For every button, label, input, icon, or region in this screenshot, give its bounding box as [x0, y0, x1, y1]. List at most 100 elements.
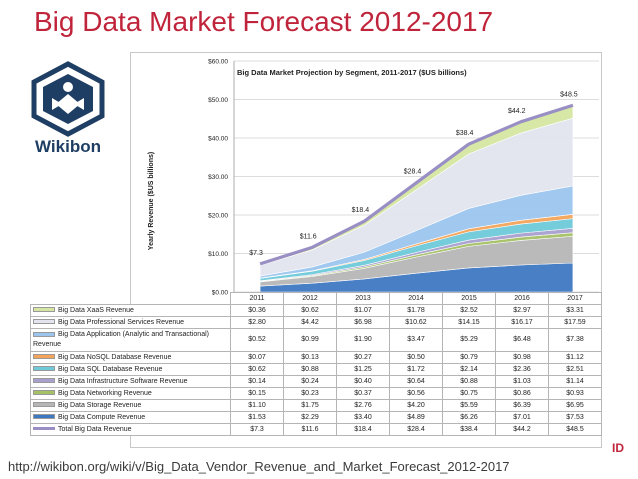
y-tick-label: $10.00	[208, 251, 228, 258]
table-cell: $16.17	[495, 316, 549, 329]
series-label: Big Data Networking Revenue	[30, 387, 231, 400]
table-row: Big Data Application (Analytic and Trans…	[30, 328, 602, 352]
series-label: Big Data Infrastructure Software Revenue	[30, 375, 231, 388]
brand-fragment: ID	[612, 441, 624, 455]
total-data-label: $38.4	[456, 130, 474, 137]
series-name: Big Data Storage Revenue	[58, 401, 142, 409]
logo-hexagon-mark	[31, 61, 105, 137]
series-name: Big Data Compute Revenue	[58, 413, 146, 421]
table-cell: $0.37	[336, 387, 390, 400]
chart-data-table: 2011 2012 2013 2014 2015 2016 2017 Big Data Xaa…	[30, 292, 602, 436]
table-cell: $0.40	[336, 375, 390, 388]
table-cell: $10.62	[389, 316, 443, 329]
table-cell: $1.90	[336, 328, 390, 352]
table-row: Big Data Storage Revenue $1.10 $1.75 $2.76 $…	[30, 399, 602, 412]
table-cell: $0.23	[283, 387, 337, 400]
series-label: Big Data Compute Revenue	[30, 411, 231, 424]
table-cell: $0.15	[230, 387, 284, 400]
legend-swatch	[33, 402, 55, 408]
series-label: Big Data XaaS Revenue	[30, 304, 231, 317]
legend-swatch	[33, 319, 55, 325]
wikibon-logo: Wikibon	[31, 61, 105, 156]
year-header: 2014	[389, 292, 443, 305]
table-cell: $2.97	[495, 304, 549, 317]
series-label: Total Big Data Revenue	[30, 423, 231, 436]
table-cell: $0.14	[230, 375, 284, 388]
table-cell: $1.53	[230, 411, 284, 424]
series-name: Big Data Application (Analytic and Trans…	[33, 331, 209, 348]
table-cell: $2.14	[442, 363, 496, 376]
table-cell: $2.29	[283, 411, 337, 424]
legend-swatch	[33, 390, 55, 396]
table-cell: $1.12	[548, 351, 602, 364]
table-cell: $38.4	[442, 423, 496, 436]
table-row: Big Data Infrastructure Software Revenue…	[30, 375, 602, 388]
legend-swatch	[33, 414, 55, 420]
table-cell: $0.88	[283, 363, 337, 376]
legend-swatch	[33, 331, 55, 337]
table-cell: $0.98	[495, 351, 549, 364]
logo-wordmark: Wikibon	[35, 137, 101, 156]
table-cell: $48.5	[548, 423, 602, 436]
series-name: Big Data Infrastructure Software Revenue	[58, 377, 188, 385]
table-cell: $4.42	[283, 316, 337, 329]
series-label: Big Data Application (Analytic and Trans…	[30, 328, 231, 352]
table-cell: $2.52	[442, 304, 496, 317]
table-cell: $4.89	[389, 411, 443, 424]
table-cell: $0.13	[283, 351, 337, 364]
table-cell: $6.98	[336, 316, 390, 329]
table-cell: $6.26	[442, 411, 496, 424]
table-cell: $0.62	[230, 363, 284, 376]
table-cell: $0.93	[548, 387, 602, 400]
table-row: Big Data Professional Services Revenue $2…	[30, 316, 602, 329]
table-cell: $3.47	[389, 328, 443, 352]
y-tick-label: $60.00	[208, 59, 228, 66]
table-header-row: 2011 2012 2013 2014 2015 2016 2017	[31, 292, 602, 305]
area-series	[259, 105, 574, 293]
legend-swatch	[33, 307, 55, 313]
year-header: 2017	[548, 292, 602, 305]
y-axis-label: Yearly Revenue ($US billions)	[148, 152, 155, 250]
total-data-label: $28.4	[404, 169, 422, 176]
series-label: Big Data Storage Revenue	[30, 399, 231, 412]
table-cell: $5.29	[442, 328, 496, 352]
table-row: Big Data NoSQL Database Revenue $0.07 $0.1…	[30, 351, 602, 364]
year-header: 2015	[442, 292, 496, 305]
table-cell: $7.38	[548, 328, 602, 352]
legend-swatch	[33, 427, 55, 431]
total-data-label: $48.5	[560, 91, 578, 98]
table-row: Big Data SQL Database Revenue $0.62 $0.88 $…	[30, 363, 602, 376]
series-label: Big Data SQL Database Revenue	[30, 363, 231, 376]
year-header: 2011	[230, 292, 284, 305]
series-name: Total Big Data Revenue	[58, 425, 132, 433]
year-header: 2012	[283, 292, 337, 305]
table-cell: $1.25	[336, 363, 390, 376]
y-axis: $0.00 $10.00 $20.00 $30.00 $40.00 $50.00 $60.0…	[208, 59, 235, 297]
series-name: Big Data Professional Services Revenue	[58, 318, 185, 326]
table-cell: $0.56	[389, 387, 443, 400]
total-revenue-line	[259, 103, 574, 266]
table-cell: $0.86	[495, 387, 549, 400]
table-cell: $1.75	[283, 399, 337, 412]
table-cell: $2.76	[336, 399, 390, 412]
table-cell: $7.53	[548, 411, 602, 424]
chart-frame: $7.3 $11.6 $18.4 $28.4 $38.4 $44.2 $48.5 $0.00…	[130, 52, 602, 448]
table-cell: $1.78	[389, 304, 443, 317]
table-cell: $0.79	[442, 351, 496, 364]
table-cell: $18.4	[336, 423, 390, 436]
chart-title: Big Data Market Projection by Segment, 2…	[237, 68, 467, 77]
table-cell: $6.39	[495, 399, 549, 412]
series-name: Big Data SQL Database Revenue	[58, 365, 163, 373]
table-cell: $2.36	[495, 363, 549, 376]
table-cell: $0.52	[230, 328, 284, 352]
y-tick-label: $50.00	[208, 97, 228, 104]
legend-swatch	[33, 354, 55, 360]
table-cell: $1.03	[495, 375, 549, 388]
table-cell: $0.27	[336, 351, 390, 364]
total-data-label: $11.6	[300, 233, 317, 240]
source-url[interactable]: http://wikibon.org/wiki/v/Big_Data_Vendo…	[8, 459, 510, 474]
table-cell: $1.72	[389, 363, 443, 376]
table-cell: $0.75	[442, 387, 496, 400]
table-cell: $6.95	[548, 399, 602, 412]
series-label: Big Data NoSQL Database Revenue	[30, 351, 231, 364]
